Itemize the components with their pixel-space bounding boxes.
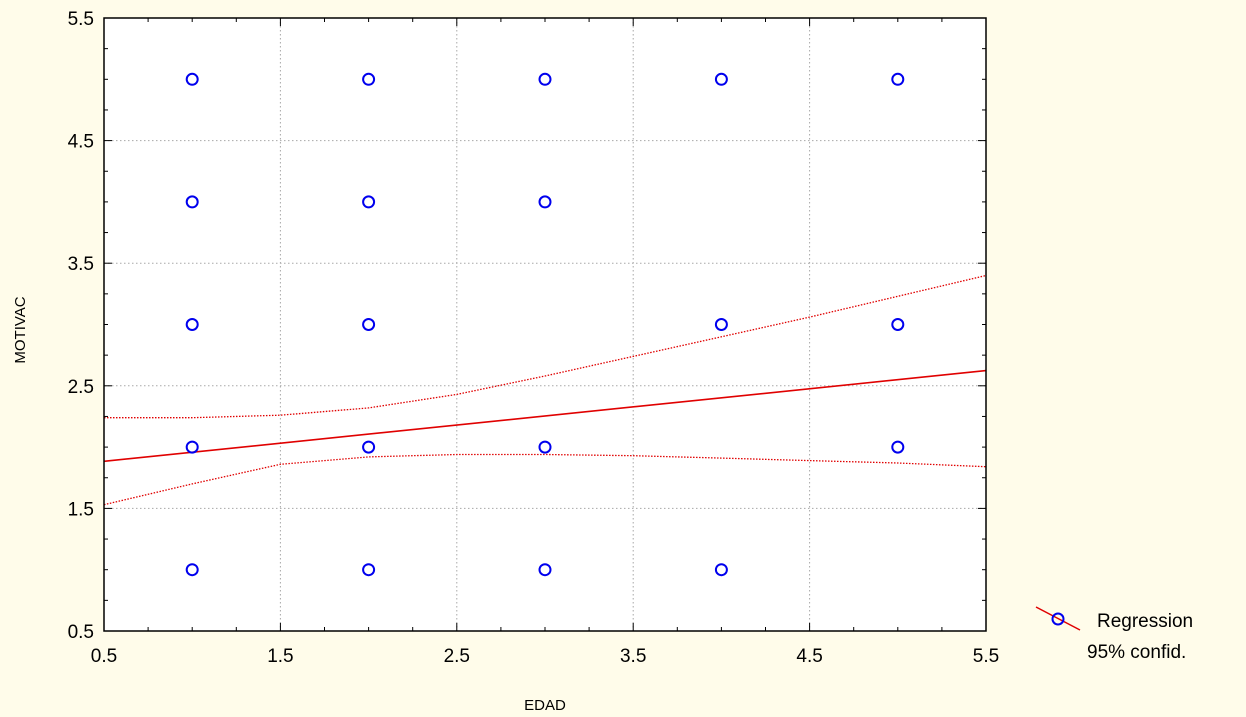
data-point [362,440,376,454]
legend: Regression 95% confid. [1035,606,1193,663]
axis-ticks [103,17,987,632]
data-point [891,72,905,86]
regression-line-group [103,369,987,463]
confidence-band [103,274,987,506]
x-axis-title: EDAD [524,697,566,714]
plot-area [104,18,986,631]
y-tick-label: 0.5 [68,622,94,643]
data-point [891,318,905,331]
data-points [185,72,905,577]
y-tick-label: 5.5 [68,9,94,30]
legend-marker-icon [1051,612,1065,626]
legend-label-confid: 95% confid. [1087,642,1186,663]
y-axis-title: MOTIVAC [12,296,29,363]
grid-lines [104,18,986,631]
confidence-lower-curve [103,453,987,506]
x-tick-label: 1.5 [267,646,293,667]
x-tick-label: 2.5 [444,646,470,667]
data-point [185,563,199,577]
x-tick-label: 3.5 [620,646,646,667]
data-point [891,440,905,454]
data-point [362,72,376,86]
x-tick-label: 4.5 [796,646,822,667]
data-point [538,72,552,86]
y-tick-label: 4.5 [68,132,94,153]
data-point [714,563,728,577]
x-tick-labels: 0.5 1.5 2.5 3.5 4.5 5.5 [91,646,999,667]
data-point [538,440,552,454]
data-point [185,440,199,454]
data-point [714,318,728,331]
data-point [538,195,552,209]
data-point [714,72,728,86]
y-tick-labels: 0.5 1.5 2.5 3.5 4.5 5.5 [68,9,94,643]
confidence-upper-curve [104,274,987,419]
y-tick-label: 3.5 [68,254,94,275]
data-point [185,195,199,209]
data-point [362,563,376,577]
y-tick-label: 2.5 [68,377,94,398]
data-point [185,318,199,331]
x-tick-label: 5.5 [973,646,999,667]
data-point [362,318,376,331]
y-tick-label: 1.5 [68,499,94,520]
data-point [538,563,552,577]
legend-label-regression: Regression [1097,611,1193,632]
data-point [185,72,199,86]
regression-line [103,369,987,463]
x-tick-label: 0.5 [91,646,117,667]
legend-regression-line-icon [1035,606,1081,631]
data-point [362,195,376,209]
